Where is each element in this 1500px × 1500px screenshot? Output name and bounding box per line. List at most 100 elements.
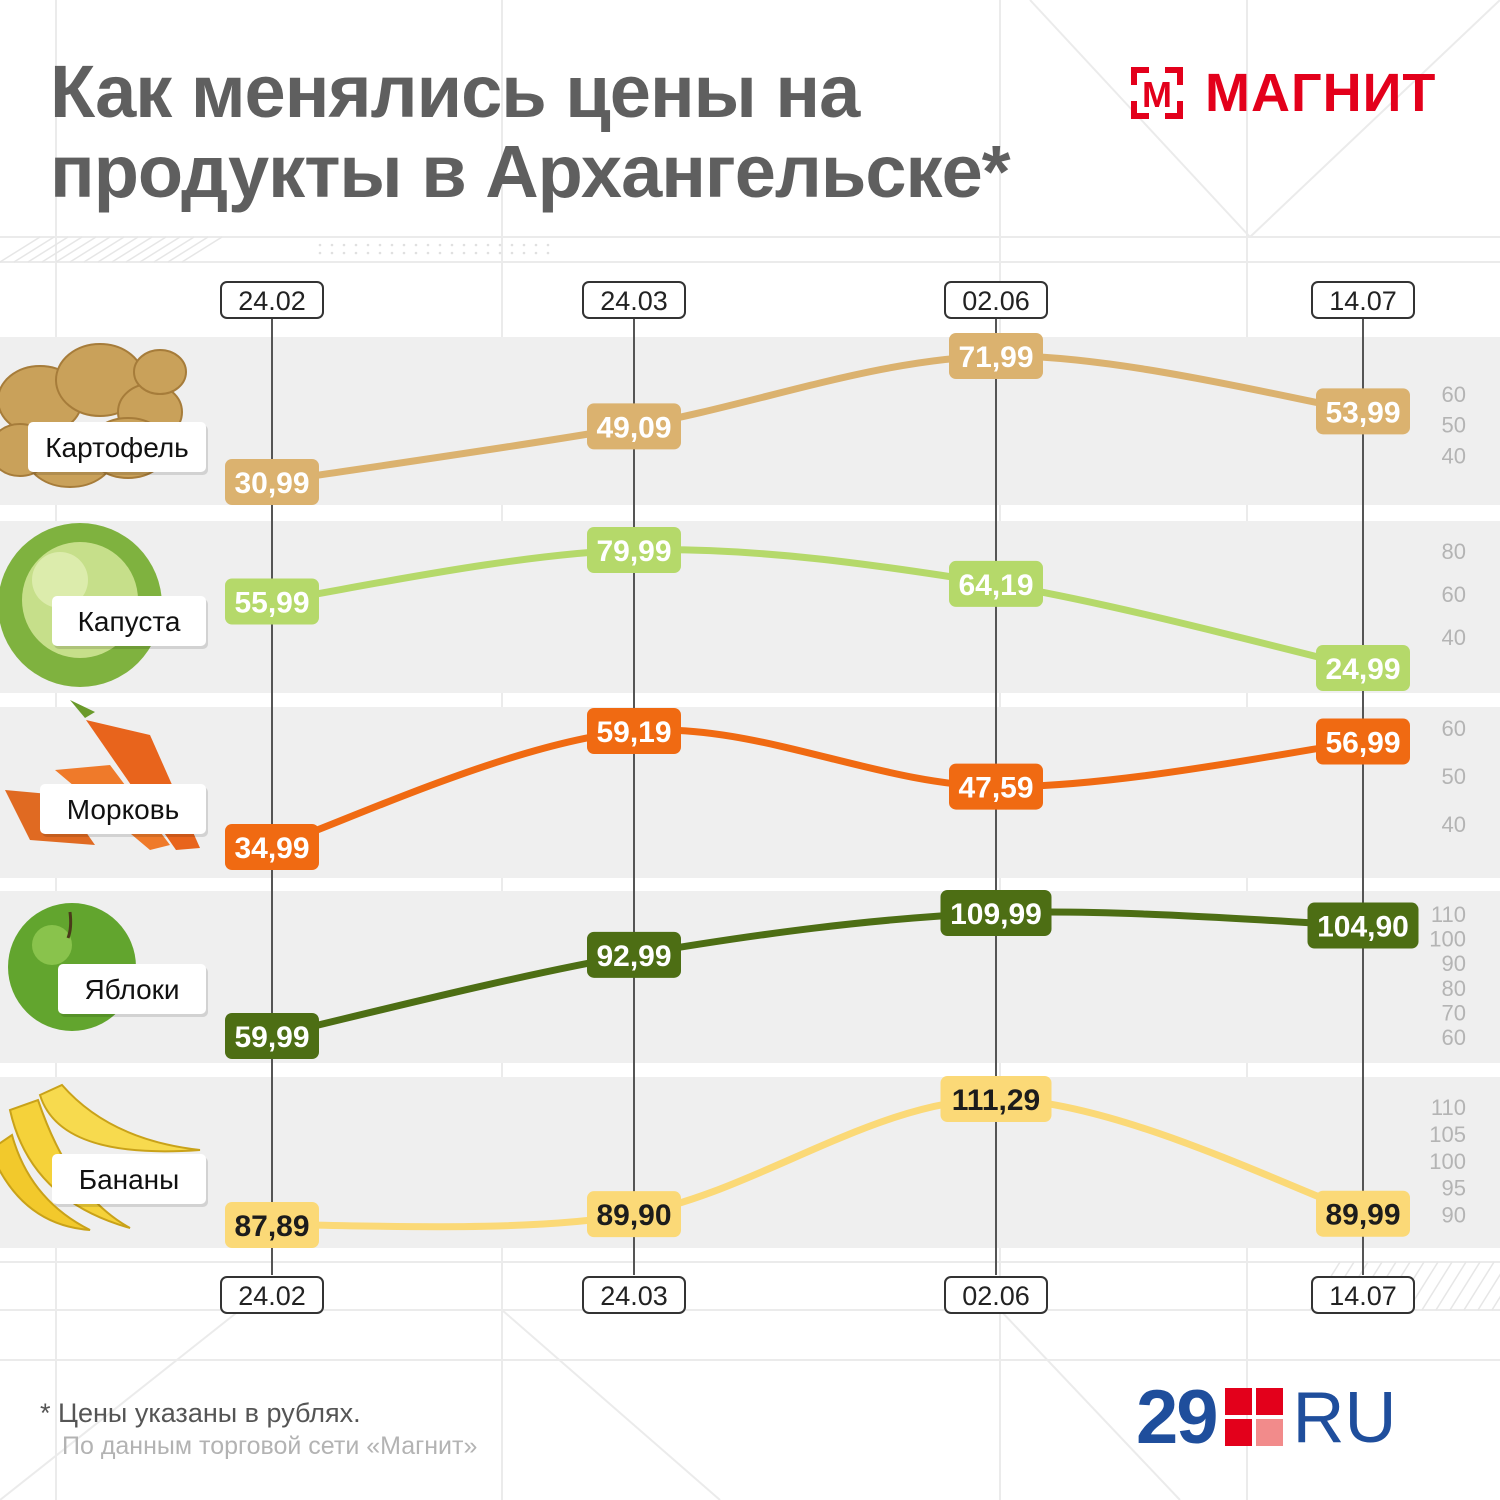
data-label-box (225, 1013, 319, 1059)
y-tick-label: 95 (1442, 1176, 1466, 1201)
magnit-logo: М МАГНИТ (1127, 62, 1436, 124)
bg-dot (330, 243, 334, 247)
data-label-box (587, 1191, 681, 1238)
bg-dot (378, 251, 382, 255)
date-tag-box (582, 281, 686, 319)
data-label-text: 104,90 (1317, 911, 1409, 944)
bg-hatch (1463, 1261, 1495, 1311)
magnit-mark-letter: М (1142, 74, 1172, 115)
bg-hatch (41, 236, 83, 263)
footnote: * Цены указаны в рублях. (40, 1398, 361, 1428)
bg-dot (318, 251, 322, 255)
series-name-tag: Морковь (40, 784, 208, 837)
date-tag-text: 02.06 (962, 286, 1030, 316)
y-tick-label: 60 (1442, 716, 1466, 741)
data-label-box (1307, 902, 1419, 949)
y-tick-label: 90 (1442, 1203, 1466, 1228)
data-point-label: 49,09 (587, 403, 681, 450)
data-label-text: 59,19 (596, 716, 671, 749)
data-label-text: 30,99 (234, 467, 309, 500)
data-point-label: 56,99 (1316, 718, 1410, 765)
y-tick-label: 40 (1442, 443, 1466, 468)
y-tick-label: 50 (1442, 413, 1466, 438)
data-point-label: 89,90 (587, 1191, 681, 1238)
bg-dot (486, 243, 490, 247)
data-point-label: 71,99 (949, 333, 1043, 379)
data-label-box (225, 459, 319, 505)
bg-hatch (0, 236, 41, 263)
bg-dot (414, 251, 418, 255)
bg-dot (366, 251, 370, 255)
data-point-label: 87,89 (225, 1202, 319, 1248)
series-name-box (52, 596, 206, 646)
y-tick-label: 60 (1442, 582, 1466, 607)
series-name: Картофель (45, 432, 189, 463)
publisher-number: 29 (1136, 1375, 1219, 1460)
bg-hatch (153, 236, 195, 263)
data-label-box (1316, 388, 1410, 435)
data-label-box (587, 403, 681, 450)
data-label-text: 53,99 (1325, 396, 1400, 429)
date-label-top: 14.07 (1311, 281, 1415, 319)
data-label-box (940, 1076, 1052, 1122)
date-tag-box (220, 1276, 324, 1314)
series-name-box (28, 422, 206, 472)
series-1: 80 60 40 55,99 79,99 64,19 24,99 Капуста (0, 523, 1466, 691)
date-tag-text: 02.06 (962, 1281, 1030, 1311)
source-note: По данным торговой сети «Магнит» (62, 1432, 478, 1460)
bg-diagonal (999, 1309, 1181, 1500)
bg-dot (354, 243, 358, 247)
data-point-label: 111,29 (940, 1076, 1052, 1122)
data-label-box (587, 708, 681, 754)
bg-dot (498, 251, 502, 255)
data-point-label: 47,59 (949, 763, 1043, 810)
series-name-box (52, 1154, 206, 1204)
bg-dot (474, 243, 478, 247)
data-label-text: 89,99 (1325, 1199, 1400, 1232)
data-point-label: 53,99 (1316, 388, 1410, 435)
bg-dot (498, 243, 502, 247)
data-label-box (1316, 1190, 1410, 1237)
bg-dot (546, 243, 550, 247)
bg-hatch (1421, 1261, 1453, 1311)
data-label-text: 55,99 (234, 586, 309, 619)
data-label-text: 92,99 (596, 940, 671, 973)
data-point-label: 30,99 (225, 459, 319, 505)
publisher-logo: 29 RU (1136, 1375, 1446, 1460)
data-point-label: 59,19 (587, 708, 681, 754)
date-tag-text: 24.02 (238, 1281, 306, 1311)
data-label-box (949, 333, 1043, 379)
series-line (268, 1095, 1367, 1231)
series-name: Капуста (78, 606, 181, 637)
bg-dot (354, 251, 358, 255)
y-tick-label: 70 (1442, 1000, 1466, 1025)
bg-dot (450, 251, 454, 255)
bg-hatch (139, 236, 181, 263)
bg-dot (462, 243, 466, 247)
y-tick-label: 60 (1442, 382, 1466, 407)
y-tick-label: 110 (1431, 902, 1466, 927)
bg-dot (426, 251, 430, 255)
date-tag-box (1311, 281, 1415, 319)
date-label-bottom: 02.06 (944, 1276, 1048, 1314)
bg-dot (318, 243, 322, 247)
data-label-text: 34,99 (234, 832, 309, 865)
magnit-logo-icon: М (1131, 67, 1183, 119)
series-name: Яблоки (84, 974, 179, 1005)
bg-dot (402, 251, 406, 255)
bg-hatch (13, 236, 55, 263)
bg-diagonal (1249, 0, 1500, 238)
y-tick-label: 100 (1429, 927, 1466, 952)
data-label-box (587, 527, 681, 573)
bg-dot (438, 251, 442, 255)
banana (0, 1133, 91, 1231)
bg-dot (522, 251, 526, 255)
date-label-bottom: 24.03 (582, 1276, 686, 1314)
data-label-text: 56,99 (1325, 727, 1400, 760)
data-point-label: 89,99 (1316, 1190, 1410, 1237)
bg-dot (438, 243, 442, 247)
banana (38, 1083, 201, 1153)
series-name-tag: Яблоки (58, 964, 208, 1017)
bg-hatch (27, 236, 69, 263)
